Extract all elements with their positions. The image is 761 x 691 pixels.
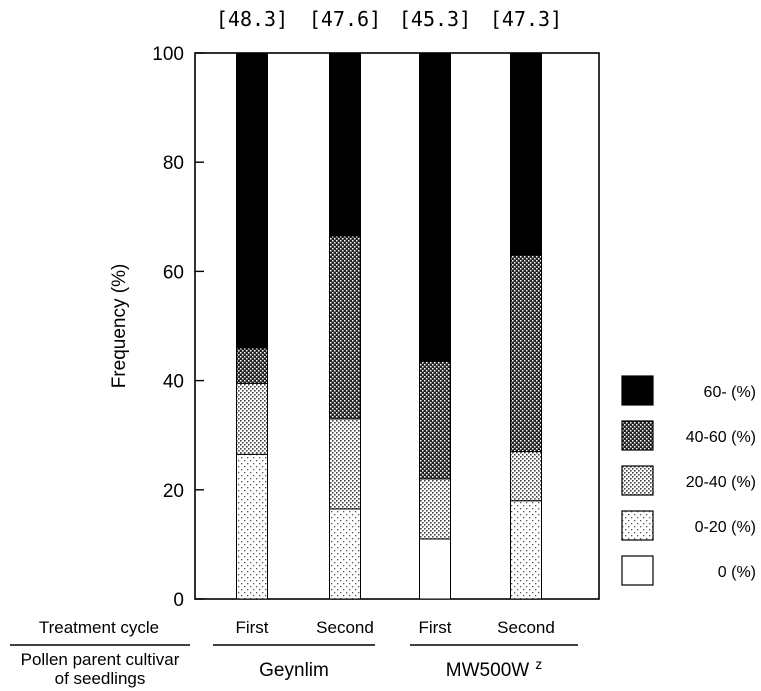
bar-segment — [510, 500, 542, 600]
y-ticks: 0 20 40 60 80 100 — [152, 44, 204, 611]
legend-swatch — [621, 555, 654, 586]
bar-segment — [236, 453, 268, 600]
group-label-mw500w-name: MW500W — [446, 660, 529, 681]
y-tick-label: 40 — [163, 372, 184, 393]
bars — [236, 52, 542, 600]
legend-label: 0-20 (%) — [695, 519, 756, 536]
y-tick-label: 80 — [163, 153, 184, 174]
bar-annotation: [47.6] — [309, 7, 381, 31]
group-label-geynlim: Geynlim — [259, 660, 329, 681]
bar-segment — [329, 235, 361, 420]
bar-segment — [419, 478, 451, 540]
treatment-cycle-label: Treatment cycle — [39, 618, 159, 637]
bar-segment — [510, 451, 542, 502]
bar-segment — [419, 538, 451, 600]
legend-label: 40-60 (%) — [686, 429, 756, 446]
legend-label: 0 (%) — [718, 564, 756, 581]
bar-annotations: [48.3] [47.6] [45.3] [47.3] — [216, 7, 562, 31]
category-label: First — [235, 618, 268, 637]
pollen-parent-label-line1: Pollen parent cultivar — [21, 650, 180, 669]
bar-annotation: [45.3] — [399, 7, 471, 31]
y-tick-label: 20 — [163, 481, 184, 502]
bar-segment — [510, 254, 542, 453]
y-tick-label: 100 — [152, 44, 184, 65]
category-labels: First Second First Second — [235, 618, 554, 637]
legend-swatch — [621, 375, 654, 406]
category-label: First — [418, 618, 451, 637]
plot-frame — [194, 52, 600, 600]
bar-annotation: [48.3] — [216, 7, 288, 31]
legend-swatch — [621, 465, 654, 496]
bar-annotation: [47.3] — [490, 7, 562, 31]
bar-segment — [236, 52, 268, 349]
bar-segment — [329, 52, 361, 237]
group-label-superscript: z — [535, 656, 542, 672]
legend-label: 60- (%) — [704, 384, 756, 401]
legend-swatch — [621, 510, 654, 541]
legend: 60- (%) 40-60 (%) 20-40 (%) 0-20 (%) 0 (%) — [621, 375, 756, 586]
bar-segment — [510, 52, 542, 256]
bar-segment — [329, 418, 361, 510]
bar-segment — [236, 347, 268, 384]
pollen-parent-label-line2: of seedlings — [55, 669, 146, 688]
y-tick-label: 60 — [163, 262, 184, 283]
legend-swatch — [621, 420, 654, 451]
bar-segment — [329, 508, 361, 600]
bar-segment — [236, 382, 268, 455]
category-label: Second — [497, 618, 555, 637]
y-tick-label: 0 — [173, 590, 184, 611]
category-label: Second — [316, 618, 374, 637]
group-label-mw500w: MW500W z — [446, 656, 542, 681]
y-axis-label: Frequency (%) — [109, 264, 130, 389]
legend-label: 20-40 (%) — [686, 474, 756, 491]
bar-segment — [419, 52, 451, 362]
bar-segment — [419, 360, 451, 480]
